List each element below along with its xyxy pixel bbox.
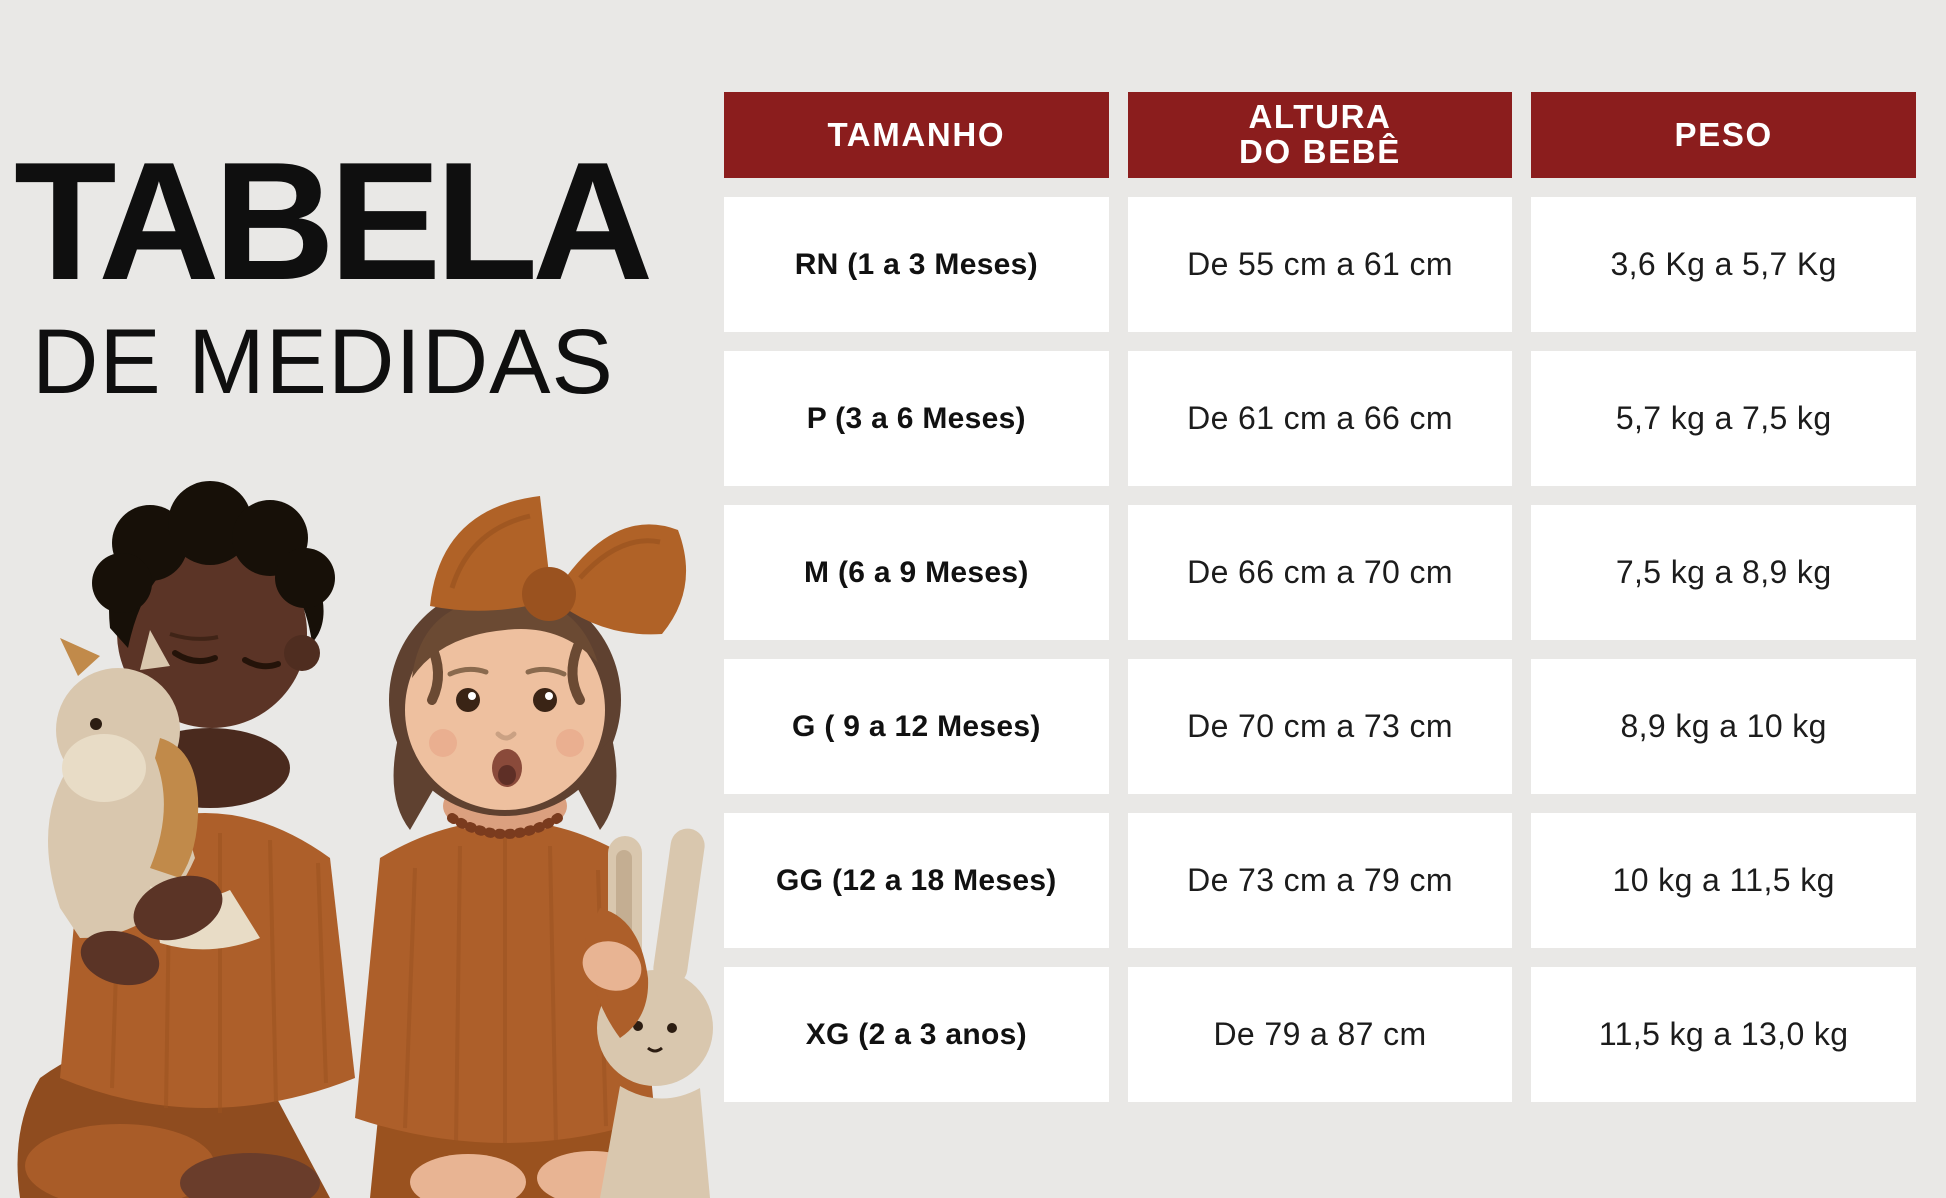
cell-weight-gg: 10 kg a 11,5 kg <box>1531 813 1916 948</box>
plush-horse <box>48 630 260 950</box>
baby-girl <box>355 496 713 1198</box>
cell-height-rn: De 55 cm a 61 cm <box>1127 197 1513 332</box>
cell-weight-g: 8,9 kg a 10 kg <box>1531 659 1916 794</box>
hair-bow <box>430 496 687 635</box>
cell-size-gg: GG (12 a 18 Meses) <box>724 813 1109 948</box>
cell-weight-rn: 3,6 Kg a 5,7 Kg <box>1531 197 1916 332</box>
cell-size-g: G ( 9 a 12 Meses) <box>724 659 1109 794</box>
column-header-altura: ALTURA DO BEBÊ <box>1127 92 1513 178</box>
header-label-line1: ALTURA <box>1248 98 1392 136</box>
baby-boy <box>17 481 355 1198</box>
cell-size-p: P (3 a 6 Meses) <box>724 351 1109 486</box>
cell-size-m: M (6 a 9 Meses) <box>724 505 1109 640</box>
title-tabela: TABELA <box>14 127 653 315</box>
cell-height-m: De 66 cm a 70 cm <box>1127 505 1513 640</box>
cell-size-rn: RN (1 a 3 Meses) <box>724 197 1109 332</box>
cell-height-g: De 70 cm a 73 cm <box>1127 659 1513 794</box>
cell-weight-p: 5,7 kg a 7,5 kg <box>1531 351 1916 486</box>
header-label-line2: DO BEBÊ <box>1239 133 1401 170</box>
cell-height-xg: De 79 a 87 cm <box>1127 967 1513 1102</box>
cell-weight-m: 7,5 kg a 8,9 kg <box>1531 505 1916 640</box>
title-de-medidas: DE MEDIDAS <box>32 310 614 413</box>
header-label: PESO <box>1674 115 1773 153</box>
size-table: TAMANHO ALTURA DO BEBÊ PESO RN (1 a 3 Me… <box>724 92 1916 1102</box>
cell-height-p: De 61 cm a 66 cm <box>1127 351 1513 486</box>
babies-photo <box>17 481 713 1198</box>
cell-weight-xg: 11,5 kg a 13,0 kg <box>1531 967 1916 1102</box>
column-header-peso: PESO <box>1531 92 1916 178</box>
page-title: TABELA DE MEDIDAS <box>14 127 714 413</box>
cell-size-xg: XG (2 a 3 anos) <box>724 967 1109 1102</box>
column-header-tamanho: TAMANHO <box>724 92 1109 178</box>
cell-height-gg: De 73 cm a 79 cm <box>1127 813 1513 948</box>
header-label: TAMANHO <box>827 115 1006 153</box>
